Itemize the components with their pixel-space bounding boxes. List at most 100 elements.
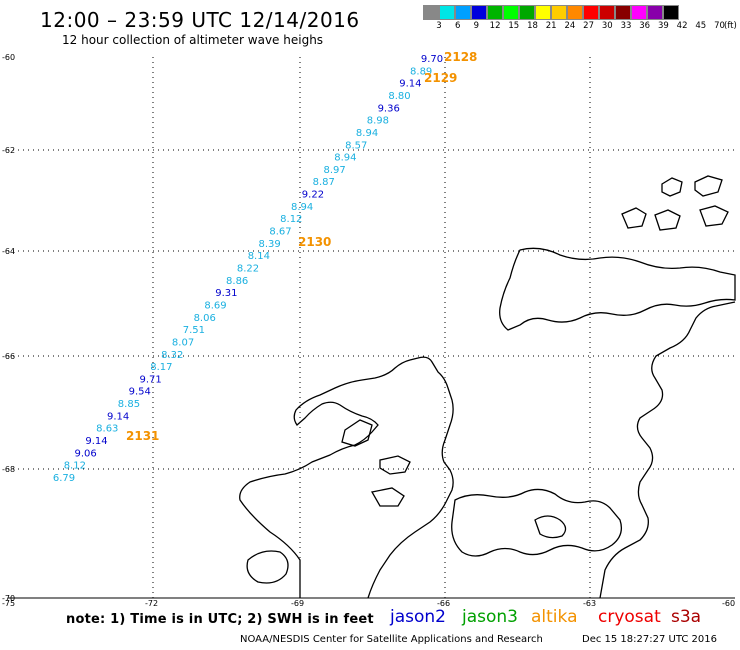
legend-label: 33 (620, 21, 632, 31)
pass-time-label: 2131 (126, 429, 159, 443)
latitude-label: -60 (2, 53, 15, 62)
legend-swatch (551, 5, 567, 20)
coastline-island-1 (341, 419, 373, 447)
coastline-antarctic-peninsula (239, 356, 454, 599)
legend-swatch (487, 5, 503, 20)
coastline-island-2 (379, 455, 411, 475)
swh-value-label: 8.39 (259, 239, 281, 250)
map-title: 12:00 – 23:59 UTC 12/14/2016 (40, 8, 360, 32)
legend-swatch (471, 5, 487, 20)
legend-swatch (455, 5, 471, 20)
legend-label: 39 (657, 21, 669, 31)
coastline-south-shelf (451, 488, 623, 557)
swh-value-label: 9.14 (399, 79, 421, 90)
latitude-label: -62 (2, 146, 15, 155)
legend-unit: (ft) (724, 21, 737, 31)
legend-swatch (423, 5, 439, 20)
swh-value-label: 8.94 (356, 128, 378, 139)
satellite-s3a: s3a (671, 607, 702, 627)
swh-value-label: 8.98 (367, 116, 389, 127)
legend-label: 42 (676, 21, 688, 31)
legend-swatch (631, 5, 647, 20)
satellite-jason2: jason2 (390, 607, 446, 627)
legend-swatch (615, 5, 631, 20)
swh-value-label: 9.14 (107, 411, 129, 422)
swh-value-label: 9.22 (302, 190, 324, 201)
coastline-east-coast (599, 301, 736, 599)
swh-value-label: 8.94 (291, 202, 313, 213)
track-time-labels: 2128 2129 2130 2131 (126, 50, 477, 443)
pass-time-label: 2129 (424, 71, 457, 85)
legend-labels: (ft) 3 6 9 12 15 18 21 24 27 30 33 36 39 42 45 70 (423, 20, 740, 34)
footer-note: note: 1) Time is in UTC; 2) SWH is in fe… (66, 612, 374, 627)
longitude-label: -60 (722, 599, 735, 608)
swh-value-label: 9.36 (378, 103, 400, 114)
legend-label: 12 (489, 21, 501, 31)
pass-time-label: 2130 (298, 235, 331, 249)
pass-time-label: 2128 (444, 50, 477, 64)
swh-value-label: 8.69 (204, 300, 226, 311)
swh-value-label: 8.87 (313, 177, 335, 188)
coastline-large-island (499, 247, 736, 331)
legend-label: 45 (695, 21, 707, 31)
swh-value-label: 9.06 (75, 448, 97, 459)
satellite-altika: altika (531, 607, 578, 627)
wave-height-legend: (ft) 3 6 9 12 15 18 21 24 27 30 33 36 39 42 45 70 (423, 5, 740, 34)
coastline-small-island-2 (694, 175, 723, 197)
coastline (239, 175, 736, 599)
swh-value-label: 7.51 (183, 325, 205, 336)
legend-swatch (503, 5, 519, 20)
footer-credit: NOAA/NESDIS Center for Satellite Applica… (240, 634, 543, 645)
swh-value-label: 8.32 (161, 350, 183, 361)
legend-label: 6 (454, 21, 461, 31)
swh-value-label: 8.12 (64, 461, 86, 472)
swh-value-label: 8.07 (172, 337, 194, 348)
swh-value-label: 8.94 (334, 153, 356, 164)
legend-swatch (599, 5, 615, 20)
swh-value-label: 9.14 (85, 436, 107, 447)
swh-value-label: 9.31 (215, 288, 237, 299)
legend-swatch (567, 5, 583, 20)
coastline-small-island-5 (699, 205, 729, 227)
swh-value-label: 8.17 (150, 362, 172, 373)
swh-value-label: 9.70 (421, 54, 443, 65)
swh-value-label: 8.67 (269, 227, 291, 238)
swh-value-label: 8.57 (345, 140, 367, 151)
legend-label: 21 (545, 21, 557, 31)
coastline-small-island-3 (621, 207, 647, 229)
swh-value-label: 8.80 (388, 91, 410, 102)
legend-swatches (423, 5, 740, 20)
coastline-island-3 (370, 487, 405, 507)
legend-label: 24 (564, 21, 576, 31)
satellite-jason3: jason3 (462, 607, 518, 627)
legend-label: 18 (527, 21, 538, 31)
swh-value-label: 9.71 (139, 374, 161, 385)
legend-swatch (663, 5, 679, 20)
swh-value-label: 8.89 (410, 66, 432, 77)
legend-label: 9 (473, 21, 480, 31)
map-subtitle: 12 hour collection of altimeter wave hei… (62, 33, 324, 47)
longitude-label: -69 (291, 599, 304, 608)
legend-label: 3 (436, 21, 442, 31)
swh-value-label: 9.54 (129, 387, 151, 398)
latitude-label: -68 (2, 465, 15, 474)
lat-lon-grid: -60 -62 -64 -66 -68 -70-75 -72 -69 -66 -63 -60 (2, 53, 735, 608)
swh-value-label: 8.85 (118, 399, 140, 410)
coastline-inlet (534, 515, 567, 539)
swh-value-label: 6.79 (53, 473, 75, 484)
swh-value-label: 8.97 (323, 165, 345, 176)
swh-value-label: 8.12 (280, 214, 302, 225)
swh-value-label: 8.22 (237, 264, 259, 275)
legend-swatch (583, 5, 599, 20)
latitude-label: -70 (2, 594, 15, 603)
coastline-small-island-4 (654, 209, 681, 231)
legend-swatch (519, 5, 535, 20)
longitude-label: -75 (2, 599, 15, 608)
longitude-label: -72 (145, 599, 158, 608)
legend-label: 27 (583, 21, 595, 31)
satellite-cryosat: cryosat (598, 607, 661, 627)
latitude-label: -64 (2, 247, 15, 256)
legend-swatch (439, 5, 455, 20)
legend-label: 30 (601, 21, 613, 31)
